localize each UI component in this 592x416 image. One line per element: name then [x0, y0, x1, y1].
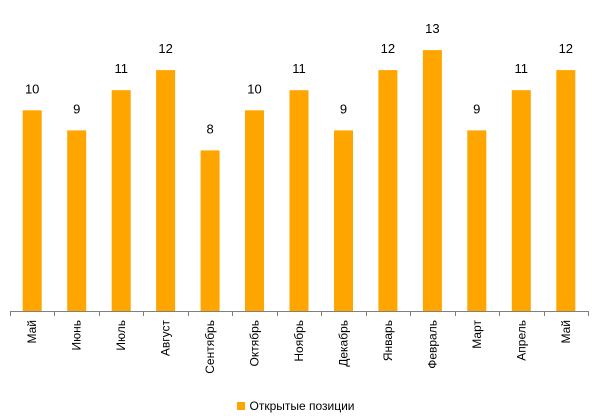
- legend: Открытые позиции: [0, 398, 592, 414]
- bar: [556, 70, 576, 311]
- data-label: 9: [73, 101, 80, 116]
- category-label: Январь: [381, 320, 395, 361]
- data-label: 10: [25, 81, 39, 96]
- bar: [422, 50, 442, 311]
- bar: [289, 90, 309, 311]
- category-label: Февраль: [425, 320, 439, 369]
- data-label: 12: [381, 41, 395, 56]
- data-label: 11: [114, 61, 128, 76]
- bar: [511, 90, 531, 311]
- x-axis-ticks: [10, 311, 589, 316]
- bar: [156, 70, 176, 311]
- bar: [378, 70, 398, 311]
- category-label: Июнь: [70, 320, 84, 351]
- bar: [467, 130, 487, 311]
- data-label: 13: [425, 21, 439, 36]
- bars-group: [22, 50, 576, 311]
- data-label: 10: [247, 81, 261, 96]
- category-label: Декабрь: [337, 320, 351, 367]
- category-label: Июль: [114, 320, 128, 351]
- category-labels-group: Май Июнь Июль Август Сентябрь Октябрь Ноябрь Де…: [25, 320, 573, 374]
- data-label: 12: [559, 41, 573, 56]
- bar: [67, 130, 87, 311]
- bar: [334, 130, 353, 311]
- legend-label: Открытые позиции: [249, 399, 355, 413]
- category-label: Апрель: [514, 320, 528, 361]
- bar: [200, 150, 220, 311]
- category-label: Октябрь: [248, 320, 262, 367]
- category-label: Май: [559, 320, 573, 344]
- data-label: 9: [473, 101, 480, 116]
- data-label: 9: [340, 101, 347, 116]
- category-label: Май: [25, 320, 39, 344]
- legend-swatch: [237, 402, 246, 410]
- bar: [111, 90, 131, 311]
- data-label: 8: [206, 121, 213, 136]
- data-label: 11: [292, 61, 306, 76]
- data-label: 12: [158, 41, 172, 56]
- category-label: Март: [470, 320, 484, 349]
- category-label: Сентябрь: [203, 320, 217, 374]
- bar: [22, 110, 42, 311]
- category-label: Ноябрь: [292, 320, 306, 362]
- data-label: 11: [515, 61, 529, 76]
- data-labels-group: 10 9 11 12 8 10 11 9 12 13 9 11 12: [25, 21, 573, 136]
- category-label: Август: [159, 320, 173, 357]
- bar: [245, 110, 264, 311]
